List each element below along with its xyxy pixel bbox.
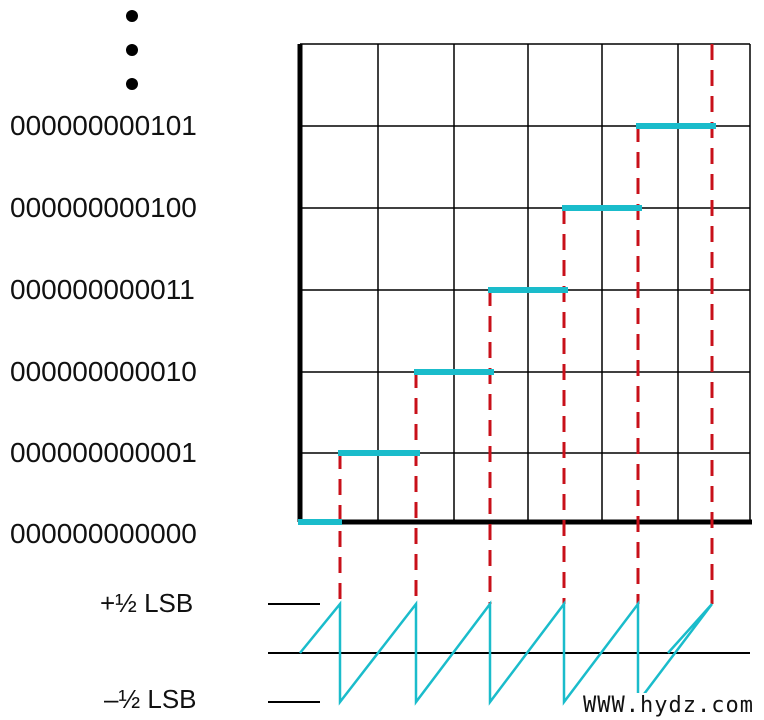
ellipsis-dot: [126, 44, 138, 56]
ellipsis-dot: [126, 10, 138, 22]
ellipsis-dot: [126, 78, 138, 90]
code-label-011: 000000000011: [10, 274, 195, 305]
code-label-101: 000000000101: [10, 110, 197, 141]
plus-half-lsb-label: +½ LSB: [100, 588, 194, 618]
minus-half-lsb-label: –½ LSB: [104, 684, 197, 714]
code-label-000: 000000000000: [10, 518, 197, 549]
code-label-010: 000000000010: [10, 356, 197, 387]
watermark: WWW.hydz.com: [579, 693, 758, 718]
code-label-100: 000000000100: [10, 192, 197, 223]
code-label-001: 000000000001: [10, 437, 197, 468]
step-segments: [298, 123, 716, 525]
